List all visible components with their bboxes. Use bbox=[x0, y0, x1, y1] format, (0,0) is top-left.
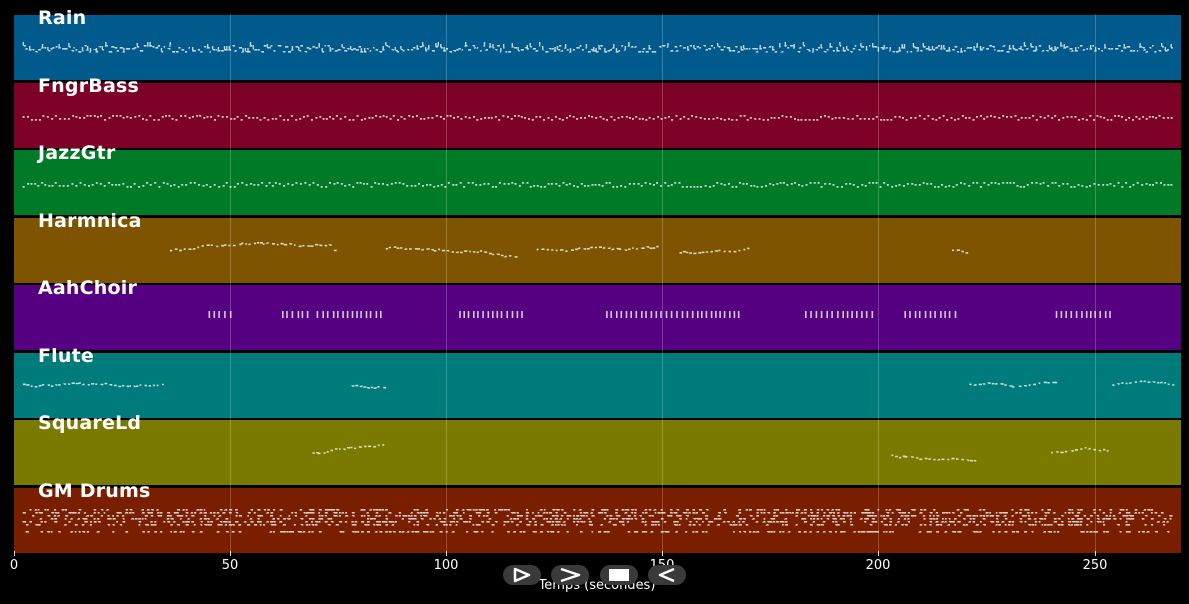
track-label: AahChoir bbox=[38, 277, 138, 299]
track-notes bbox=[22, 114, 1173, 121]
x-tick-label: 0 bbox=[9, 558, 19, 573]
x-tick bbox=[662, 551, 663, 556]
track-squareld[interactable]: SquareLd bbox=[14, 412, 1181, 485]
track-jazzgtr[interactable]: JazzGtr bbox=[14, 142, 1181, 215]
track-label: Rain bbox=[38, 7, 87, 29]
track-harmnica[interactable]: Harmnica bbox=[14, 210, 1181, 283]
track-notes bbox=[208, 311, 1111, 318]
track-label: FngrBass bbox=[38, 74, 139, 97]
track-label: Flute bbox=[38, 344, 94, 367]
track-label: GM Drums bbox=[38, 479, 151, 502]
stop-icon bbox=[609, 569, 629, 581]
rewind-icon bbox=[658, 567, 675, 583]
stop-button[interactable] bbox=[600, 565, 638, 585]
play-icon bbox=[513, 567, 531, 583]
track-notes bbox=[22, 182, 1173, 188]
track-notes bbox=[169, 241, 969, 258]
track-gm-drums[interactable]: GM Drums bbox=[14, 480, 1181, 553]
track-fngrbass[interactable]: FngrBass bbox=[14, 75, 1181, 148]
grid-line bbox=[662, 14, 663, 552]
fast-forward-icon bbox=[560, 567, 581, 583]
track-notes bbox=[22, 42, 1173, 53]
x-tick bbox=[14, 551, 15, 556]
x-tick bbox=[878, 551, 879, 556]
track-notes bbox=[22, 380, 1175, 389]
track-rain[interactable]: Rain bbox=[14, 7, 1181, 80]
grid-line bbox=[1095, 14, 1096, 552]
track-aahchoir[interactable]: AahChoir bbox=[14, 277, 1181, 350]
track-flute[interactable]: Flute bbox=[14, 345, 1181, 418]
fast-forward-button[interactable] bbox=[551, 565, 589, 585]
rewind-button[interactable] bbox=[648, 565, 686, 585]
grid-line bbox=[878, 14, 879, 552]
track-notes bbox=[22, 508, 1173, 533]
play-button[interactable] bbox=[503, 565, 541, 585]
grid-line bbox=[230, 14, 231, 552]
grid-line bbox=[446, 14, 447, 552]
x-tick bbox=[446, 551, 447, 556]
x-tick-label: 100 bbox=[433, 558, 459, 573]
x-tick-label: 250 bbox=[1082, 558, 1108, 573]
track-notes bbox=[312, 444, 1109, 462]
track-label: JazzGtr bbox=[38, 142, 116, 164]
track-label: Harmnica bbox=[38, 209, 142, 232]
track-label: SquareLd bbox=[38, 412, 142, 434]
x-tick-label: 50 bbox=[221, 558, 239, 573]
x-tick bbox=[1095, 551, 1096, 556]
x-tick-label: 200 bbox=[865, 558, 891, 573]
x-tick bbox=[230, 551, 231, 556]
